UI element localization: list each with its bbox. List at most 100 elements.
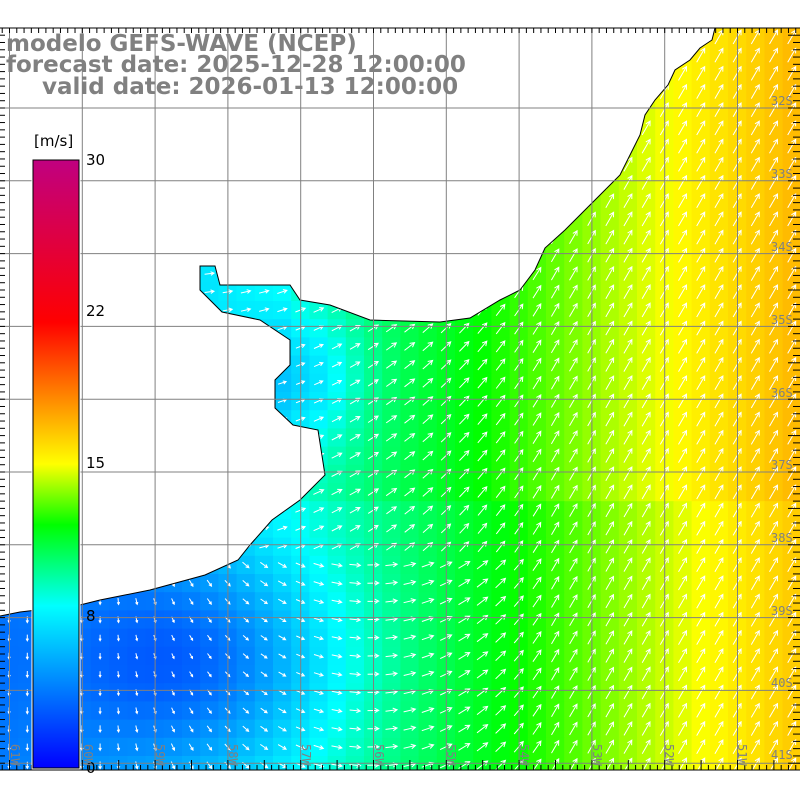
wind-arrow	[403, 725, 417, 731]
wind-cell	[200, 301, 219, 320]
wind-arrow	[678, 466, 688, 482]
wind-arrow	[240, 307, 252, 312]
wind-arrow	[421, 707, 435, 713]
wind-arrow	[23, 126, 32, 131]
wind-cell	[455, 191, 474, 211]
wind-arrow	[98, 561, 102, 570]
wind-arrow	[477, 267, 488, 280]
wind-arrow	[550, 48, 560, 62]
wind-arrow	[623, 102, 633, 118]
wind-arrow	[750, 720, 760, 736]
wind-arrow	[769, 320, 779, 336]
wind-arrow	[98, 707, 102, 715]
wind-arrow	[277, 380, 288, 385]
wind-arrow	[551, 594, 560, 608]
wind-arrow	[386, 524, 398, 533]
wind-arrow	[96, 126, 106, 131]
wind-arrow	[349, 562, 362, 568]
wind-arrow	[769, 520, 779, 536]
wind-arrow	[313, 288, 325, 295]
wind-arrow	[696, 648, 706, 664]
wind-arrow	[403, 579, 417, 586]
wind-arrow	[331, 143, 343, 150]
wind-cell	[236, 173, 256, 193]
wind-arrow	[750, 284, 760, 300]
wind-arrow	[404, 323, 416, 333]
wind-arrow	[787, 684, 797, 700]
wind-cell	[273, 264, 292, 284]
wind-arrow	[678, 739, 688, 755]
wind-arrow	[550, 175, 560, 190]
wind-arrow	[132, 253, 142, 258]
wind-arrow	[276, 198, 289, 204]
wind-arrow	[641, 466, 651, 482]
wind-arrow	[241, 362, 252, 367]
wind-arrow	[623, 630, 633, 645]
wind-arrow	[132, 198, 142, 204]
latitude-label: 38S	[771, 531, 793, 545]
wind-cell	[455, 246, 474, 266]
wind-cell	[127, 282, 147, 302]
wind-cell	[109, 137, 128, 156]
wind-arrow	[186, 398, 197, 404]
wind-arrow	[186, 325, 197, 331]
wind-cell	[309, 228, 329, 247]
wind-cell	[254, 483, 274, 502]
wind-arrow	[23, 381, 32, 385]
wind-arrow	[349, 488, 362, 496]
wind-arrow	[277, 344, 288, 349]
wind-arrow	[696, 739, 706, 755]
wind-cell	[163, 446, 183, 466]
wind-arrow	[186, 344, 197, 349]
wind-arrow	[186, 289, 197, 295]
wind-arrow	[349, 343, 361, 350]
wind-arrow	[787, 629, 797, 645]
wind-arrow	[114, 271, 124, 276]
wind-arrow	[116, 634, 120, 642]
wind-arrow	[114, 344, 124, 349]
wind-arrow	[403, 671, 417, 677]
wind-arrow	[569, 575, 578, 590]
wind-arrow	[404, 341, 416, 351]
wind-arrow	[277, 562, 288, 568]
wind-arrow	[349, 580, 362, 586]
wind-arrow	[495, 267, 506, 280]
wind-arrow	[569, 503, 578, 517]
wind-arrow	[495, 30, 506, 44]
wind-cell	[91, 173, 110, 193]
wind-arrow	[135, 561, 139, 570]
wind-arrow	[787, 102, 797, 118]
wind-arrow	[132, 126, 142, 131]
latitude-label: 39S	[771, 604, 793, 618]
wind-arrow	[385, 671, 399, 677]
wind-arrow	[678, 593, 688, 609]
wind-arrow	[404, 141, 416, 151]
wind-arrow	[769, 466, 779, 482]
wind-cell	[455, 28, 474, 47]
wind-cell	[200, 337, 219, 357]
wind-arrow	[313, 617, 325, 623]
wind-cell	[618, 119, 638, 138]
wind-arrow	[787, 174, 797, 190]
wind-arrow	[641, 629, 651, 645]
wind-arrow	[769, 29, 779, 45]
wind-cell	[163, 173, 183, 193]
wind-cell	[473, 228, 492, 247]
wind-cell	[564, 119, 583, 138]
wind-cell	[91, 210, 110, 229]
wind-cell	[91, 355, 110, 375]
wind-arrow	[550, 484, 560, 499]
wind-cell	[473, 210, 492, 229]
wind-cell	[564, 82, 583, 102]
wind-cell	[91, 264, 110, 284]
wind-arrow	[204, 380, 215, 385]
wind-arrow	[569, 47, 578, 63]
latitude-label: 40S	[771, 676, 793, 690]
wind-cell	[182, 301, 201, 320]
wind-arrow	[569, 248, 578, 263]
wind-arrow	[750, 557, 760, 573]
wind-cell	[91, 228, 110, 247]
wind-arrow	[769, 720, 779, 736]
wind-arrow	[96, 508, 105, 513]
wind-arrow	[476, 687, 489, 697]
